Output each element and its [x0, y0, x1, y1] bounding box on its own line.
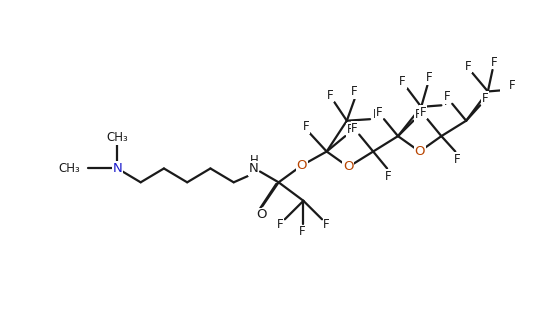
Text: N: N: [113, 162, 122, 175]
Text: F: F: [415, 108, 421, 121]
Text: F: F: [376, 106, 383, 119]
Text: F: F: [324, 218, 330, 231]
Text: F: F: [509, 79, 516, 92]
Text: F: F: [347, 123, 353, 136]
Text: F: F: [385, 170, 392, 183]
Text: F: F: [373, 108, 380, 121]
Text: F: F: [277, 218, 284, 231]
Text: F: F: [302, 121, 309, 133]
Text: F: F: [444, 90, 451, 103]
Text: F: F: [453, 153, 460, 166]
Text: N: N: [249, 162, 259, 175]
Text: F: F: [420, 106, 426, 119]
Text: O: O: [415, 145, 425, 158]
Text: F: F: [351, 85, 358, 98]
Text: H: H: [249, 154, 258, 167]
Text: F: F: [465, 59, 471, 73]
Text: F: F: [299, 225, 305, 238]
Text: F: F: [351, 122, 358, 135]
Text: F: F: [444, 95, 451, 108]
Text: CH₃: CH₃: [58, 162, 80, 175]
Text: O: O: [296, 159, 307, 172]
Text: CH₃: CH₃: [107, 131, 128, 144]
Text: O: O: [256, 208, 267, 221]
Text: O: O: [343, 161, 354, 173]
Text: F: F: [327, 89, 334, 102]
Text: F: F: [399, 75, 406, 88]
Text: F: F: [426, 71, 432, 84]
Text: F: F: [491, 56, 497, 69]
Text: F: F: [482, 92, 488, 105]
